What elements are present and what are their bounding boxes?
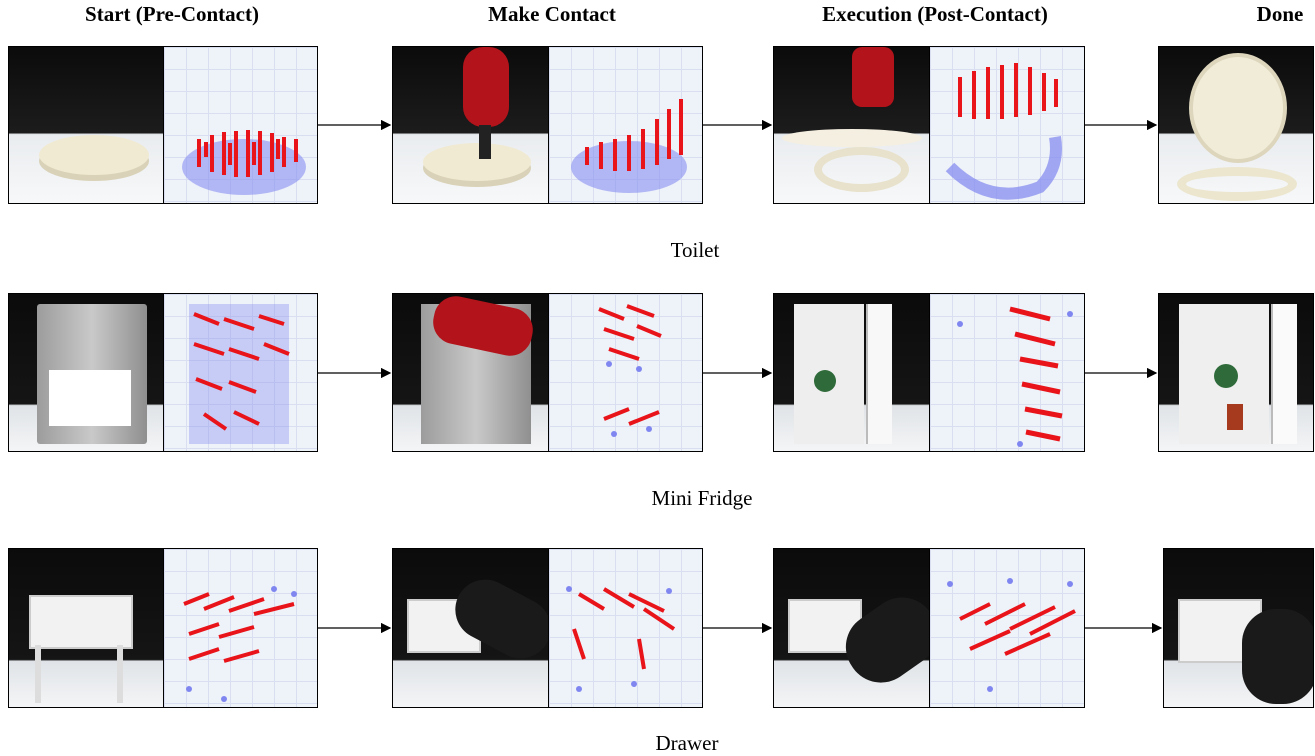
- photo-toilet-start: [8, 46, 164, 204]
- flow-field: [598, 304, 662, 437]
- column-title-execution: Execution (Post-Contact): [822, 2, 1048, 26]
- flow-field: [947, 578, 1076, 692]
- photo-toilet-execution: [773, 46, 930, 204]
- photo-fridge-start: [8, 293, 164, 452]
- flow-field: [189, 304, 290, 444]
- pointcloud-fridge-contact: [548, 293, 703, 452]
- column-title-done: Done: [1256, 2, 1304, 26]
- pointcloud-drawer-contact: [548, 548, 703, 708]
- row-label-toilet: Toilet: [670, 238, 720, 262]
- photo-toilet-done: [1158, 46, 1314, 204]
- photo-fridge-execution: [773, 293, 930, 452]
- photo-drawer-execution: [773, 548, 930, 708]
- photo-drawer-done: [1163, 548, 1314, 708]
- flow-field: [566, 586, 676, 692]
- column-title-start: Start (Pre-Contact): [85, 2, 259, 26]
- flow-field: [183, 586, 297, 702]
- pointcloud-fridge-execution: [929, 293, 1085, 452]
- flow-field: [571, 99, 687, 193]
- row-label-drawer: Drawer: [655, 731, 719, 755]
- photo-drawer-contact: [392, 548, 549, 708]
- photo-fridge-done: [1158, 293, 1314, 452]
- row-label-fridge: Mini Fridge: [651, 486, 753, 510]
- pointcloud-toilet-execution: [929, 46, 1085, 204]
- pointcloud-drawer-execution: [929, 548, 1085, 708]
- photo-drawer-start: [8, 548, 164, 708]
- flow-field: [945, 63, 1062, 200]
- flow-field: [182, 130, 306, 195]
- flow-field: [957, 306, 1073, 447]
- pointcloud-toilet-start: [163, 46, 318, 204]
- pointcloud-toilet-contact: [548, 46, 703, 204]
- pointcloud-drawer-start: [163, 548, 318, 708]
- photo-fridge-contact: [392, 293, 549, 452]
- column-title-contact: Make Contact: [488, 2, 616, 26]
- pointcloud-fridge-start: [163, 293, 318, 452]
